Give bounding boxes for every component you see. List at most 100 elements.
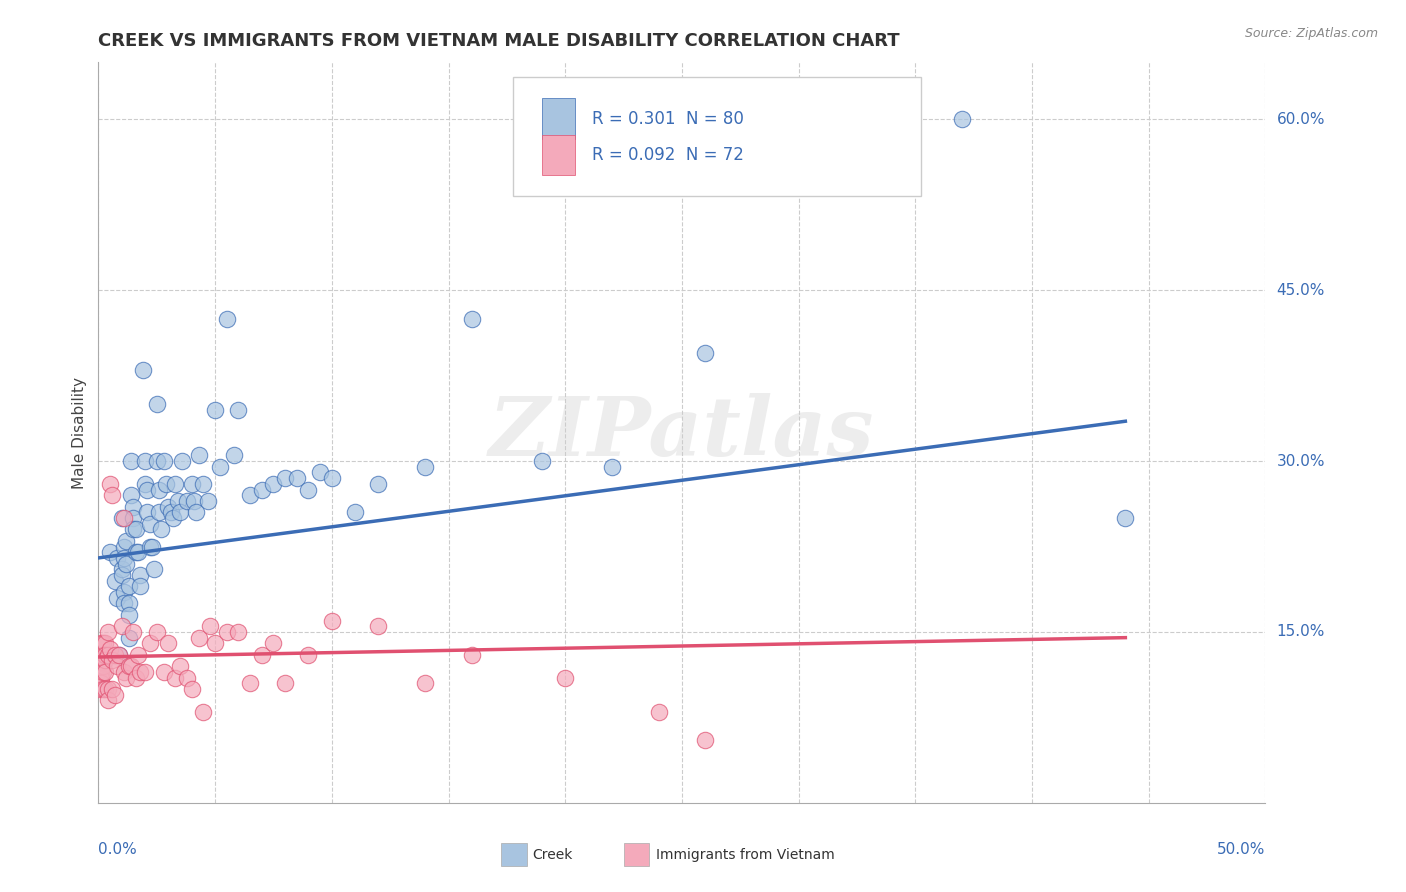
Point <box>367 476 389 491</box>
Point <box>105 550 128 565</box>
Point <box>108 648 131 662</box>
Point <box>90 676 112 690</box>
Point <box>146 624 169 639</box>
Point <box>112 550 135 565</box>
Point <box>108 648 131 662</box>
Point <box>183 494 205 508</box>
Point <box>112 665 135 679</box>
Point <box>228 402 250 417</box>
Point <box>136 483 159 497</box>
Point <box>129 665 152 679</box>
Point <box>187 631 209 645</box>
Point <box>297 648 319 662</box>
Point <box>297 483 319 497</box>
Point <box>134 665 156 679</box>
Point <box>554 671 576 685</box>
Point <box>148 505 170 519</box>
Point <box>139 636 162 650</box>
Point <box>104 688 127 702</box>
Point <box>94 653 117 667</box>
Point <box>91 659 114 673</box>
Point <box>186 505 208 519</box>
Text: R = 0.301  N = 80: R = 0.301 N = 80 <box>592 110 744 128</box>
Point <box>157 500 180 514</box>
Text: R = 0.092  N = 72: R = 0.092 N = 72 <box>592 146 744 164</box>
Point <box>87 659 110 673</box>
Point <box>647 705 669 719</box>
Point <box>222 449 245 463</box>
Point <box>146 454 169 468</box>
Bar <box>624 843 650 866</box>
Point <box>91 653 114 667</box>
Point <box>105 659 128 673</box>
Point <box>180 476 202 491</box>
Point <box>274 676 297 690</box>
Point <box>141 540 163 554</box>
Point <box>132 363 155 377</box>
Point <box>87 648 110 662</box>
Point <box>90 636 112 650</box>
Point <box>250 648 273 662</box>
Point <box>101 488 124 502</box>
Point <box>695 346 717 360</box>
Point <box>91 636 114 650</box>
Point <box>600 459 623 474</box>
Point <box>118 631 141 645</box>
Point <box>321 471 343 485</box>
Point <box>90 653 112 667</box>
Point <box>98 545 121 559</box>
Point <box>112 585 135 599</box>
Point <box>134 476 156 491</box>
Point <box>157 636 180 650</box>
Point <box>112 597 135 611</box>
Point <box>127 648 149 662</box>
Point <box>111 562 134 576</box>
Point <box>97 648 120 662</box>
Point <box>94 681 117 696</box>
Text: 50.0%: 50.0% <box>1218 842 1265 856</box>
Point <box>101 653 124 667</box>
Point <box>118 607 141 622</box>
Point <box>152 665 174 679</box>
Point <box>461 648 484 662</box>
Point <box>94 636 117 650</box>
Point <box>139 516 162 531</box>
Point <box>165 671 187 685</box>
Point <box>90 665 112 679</box>
Point <box>134 454 156 468</box>
Point <box>87 671 110 685</box>
Point <box>115 533 138 548</box>
Point <box>122 624 145 639</box>
Point <box>166 494 188 508</box>
Point <box>127 545 149 559</box>
Point <box>208 459 231 474</box>
Point <box>104 574 127 588</box>
Point <box>950 112 973 127</box>
Text: 60.0%: 60.0% <box>1277 112 1324 127</box>
Point <box>413 676 436 690</box>
Point <box>129 568 152 582</box>
Point <box>118 579 141 593</box>
Point <box>115 671 138 685</box>
Text: ZIPatlas: ZIPatlas <box>489 392 875 473</box>
Point <box>101 681 124 696</box>
Point <box>94 648 117 662</box>
Point <box>215 624 238 639</box>
Point <box>97 693 120 707</box>
Point <box>125 671 148 685</box>
Text: Source: ZipAtlas.com: Source: ZipAtlas.com <box>1244 27 1378 40</box>
Point <box>204 636 226 650</box>
Point <box>90 659 112 673</box>
Point <box>111 568 134 582</box>
Point <box>193 476 215 491</box>
Point <box>285 471 308 485</box>
Point <box>98 476 121 491</box>
Point <box>104 648 127 662</box>
Text: Creek: Creek <box>533 847 572 862</box>
Point <box>204 402 226 417</box>
Text: 15.0%: 15.0% <box>1277 624 1324 640</box>
Text: CREEK VS IMMIGRANTS FROM VIETNAM MALE DISABILITY CORRELATION CHART: CREEK VS IMMIGRANTS FROM VIETNAM MALE DI… <box>98 32 900 50</box>
Point <box>197 494 219 508</box>
Text: Immigrants from Vietnam: Immigrants from Vietnam <box>657 847 835 862</box>
Point <box>344 505 367 519</box>
